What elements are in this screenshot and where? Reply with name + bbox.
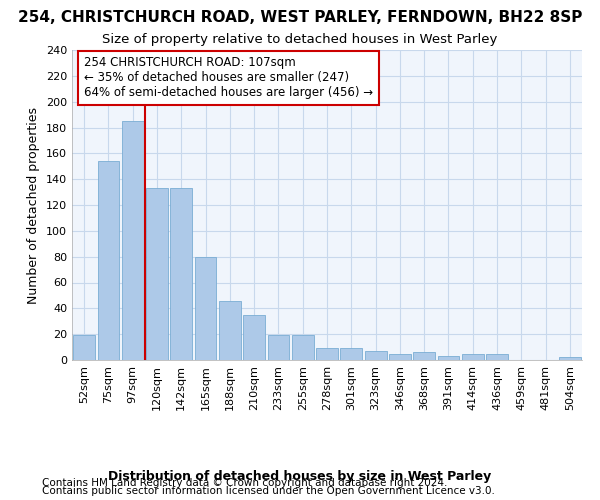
- Text: 254 CHRISTCHURCH ROAD: 107sqm
← 35% of detached houses are smaller (247)
64% of : 254 CHRISTCHURCH ROAD: 107sqm ← 35% of d…: [84, 56, 373, 100]
- Bar: [340, 348, 362, 360]
- Bar: [268, 336, 289, 360]
- Bar: [413, 352, 435, 360]
- Bar: [437, 356, 460, 360]
- Bar: [559, 358, 581, 360]
- Bar: [97, 161, 119, 360]
- Text: 254, CHRISTCHURCH ROAD, WEST PARLEY, FERNDOWN, BH22 8SP: 254, CHRISTCHURCH ROAD, WEST PARLEY, FER…: [18, 10, 582, 25]
- Bar: [194, 256, 217, 360]
- Bar: [365, 351, 386, 360]
- Bar: [316, 348, 338, 360]
- Bar: [486, 354, 508, 360]
- Text: Contains public sector information licensed under the Open Government Licence v3: Contains public sector information licen…: [42, 486, 495, 496]
- Y-axis label: Number of detached properties: Number of detached properties: [28, 106, 40, 304]
- Bar: [73, 336, 95, 360]
- Bar: [219, 300, 241, 360]
- Text: Distribution of detached houses by size in West Parley: Distribution of detached houses by size …: [109, 470, 491, 483]
- Bar: [170, 188, 192, 360]
- Text: Contains HM Land Registry data © Crown copyright and database right 2024.: Contains HM Land Registry data © Crown c…: [42, 478, 448, 488]
- Bar: [462, 354, 484, 360]
- Bar: [122, 121, 143, 360]
- Bar: [389, 354, 411, 360]
- Bar: [243, 315, 265, 360]
- Bar: [292, 336, 314, 360]
- Bar: [146, 188, 168, 360]
- Text: Size of property relative to detached houses in West Parley: Size of property relative to detached ho…: [103, 32, 497, 46]
